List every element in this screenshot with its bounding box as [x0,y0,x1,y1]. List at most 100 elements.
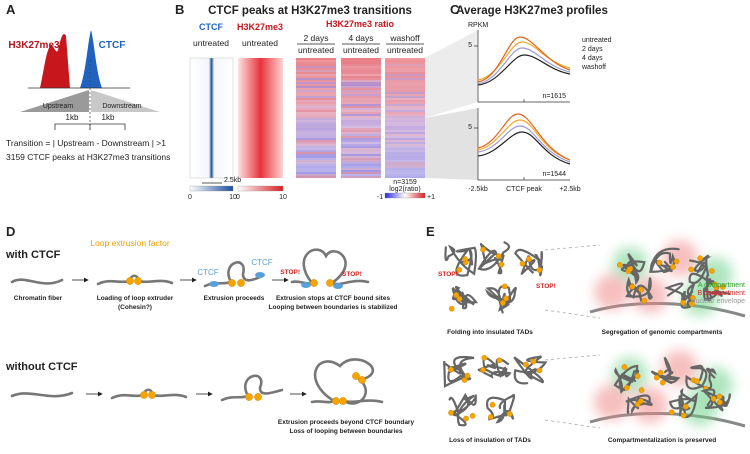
heatmap-row [341,94,381,96]
panel-b: B CTCF peaks at H3K27me3 transitions CTC… [175,2,435,201]
ratio-numerator: 4 days [348,33,373,43]
cohesin [469,413,476,419]
heatmap-row [385,76,425,78]
cohesin [656,259,663,266]
heatmap-row [296,106,336,108]
heatmap-row [296,60,336,62]
x-label: -2.5kb [468,186,488,193]
heatmap-row [341,156,381,158]
heatmap-row [296,78,336,80]
profile-curve [477,113,571,161]
cohesin [627,266,633,272]
caption: (Cohesin?) [118,304,152,311]
fiber [220,374,284,402]
scale-bar [54,123,126,130]
heatmap-row [341,104,381,106]
cohesin [456,296,463,302]
heatmap-row [341,146,381,148]
heatmap-row [385,74,425,76]
heatmap-row [341,154,381,156]
cohesin [637,398,644,404]
heatmap-row [341,96,381,98]
heatmap-row [296,140,336,142]
heatmap-row [341,174,381,176]
cohesin [481,354,488,361]
heatmap-row [296,110,336,112]
colorbar-label: -1 [377,194,383,201]
heatmap-row [296,122,336,124]
heatmap-row [296,142,336,144]
heatmap-row [341,72,381,74]
cohesin [634,373,641,379]
track-mark: H3K27me3 [237,22,283,32]
chromatin [613,364,640,394]
heatmap-row [296,152,336,154]
cohesin [641,297,648,304]
chromatin [514,248,544,277]
heatmap-row [296,116,336,118]
caption: Loss of looping between boundaries [289,428,402,435]
heatmap-row [341,66,381,68]
heatmap-row [385,120,425,122]
heatmap-row [385,84,425,86]
y-tick-label: 5 [468,42,472,49]
heatmap-row [385,128,425,130]
heatmap-row [341,68,381,70]
ratio-heatmaps [296,58,425,178]
heatmap-row [296,136,336,138]
chromatin [448,392,477,427]
cohesin [448,409,454,416]
heatmap-row [341,134,381,136]
heatmap-row [385,162,425,164]
heatmap-row [296,86,336,88]
ratio-heatmap [341,58,381,178]
heatmap-row [385,72,425,74]
cohesin [523,361,529,368]
cohesin [536,267,543,273]
scale-label: 1kb [66,113,79,122]
colorbar-label: 0 [188,194,192,201]
track-mark: CTCF [199,22,223,32]
ratio-denominator: untreated [387,45,423,55]
track-condition: untreated [242,38,278,48]
cohesin [456,267,463,273]
cohesin [709,268,715,274]
cohesin [148,391,156,399]
heatmap-row [385,104,425,106]
chromatin [484,285,517,314]
peak-label: H3K27me3 [8,40,60,51]
legend-label: washoff [581,64,606,71]
heatmap-row [296,158,336,160]
heatmap-row [341,120,381,122]
heatmap-row [341,84,381,86]
heatmap-row [385,114,425,116]
heatmap-row [385,102,425,104]
heatmap-row [341,78,381,80]
peak-label: CTCF [99,40,126,51]
panel-label: C [450,2,460,17]
cohesin [710,395,717,402]
heatmap-row [385,158,425,160]
chromatin [513,355,548,385]
heatmap-row [296,114,336,116]
heatmap-row [341,62,381,64]
heatmap-row [341,152,381,154]
heatmap-row [296,104,336,106]
chromatin [444,244,478,277]
heatmap-row [385,168,425,170]
heatmap-row [385,164,425,166]
profile-curve [477,131,571,165]
ratio-denominator: untreated [298,45,334,55]
heatmap-row [296,124,336,126]
heatmap-row [296,64,336,66]
heatmap-row [296,84,336,86]
compartment [594,274,630,310]
stop-label: STOP! [438,271,458,278]
chromatin [451,285,479,310]
heatmap-row [385,136,425,138]
legend-label: 2 days [582,46,603,53]
legend-label: 4 days [582,55,603,62]
zoom-connector [425,108,478,180]
cohesin [134,277,142,285]
profile-curve [477,47,571,85]
